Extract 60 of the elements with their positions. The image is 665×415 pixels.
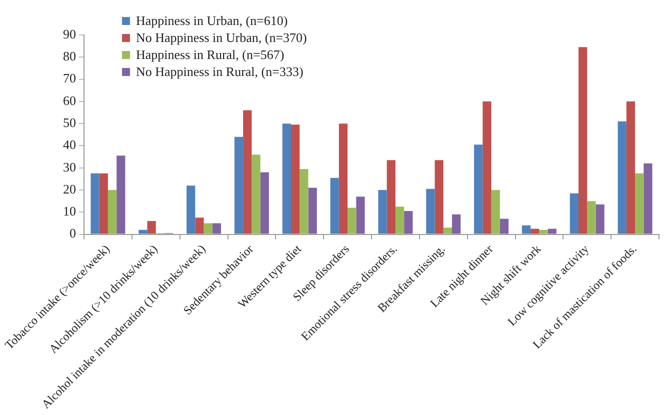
y-tick-label: 90 [63, 26, 76, 42]
bar [186, 186, 196, 234]
bar [404, 211, 413, 234]
y-tick-label: 10 [63, 204, 76, 219]
bar [482, 101, 492, 234]
bar [548, 228, 556, 234]
bar [596, 204, 604, 234]
y-tick-label: 30 [63, 159, 76, 174]
y-tick-label: 40 [63, 137, 76, 152]
y-tick-label: 60 [63, 92, 76, 108]
bar [243, 110, 252, 234]
bar [90, 173, 100, 234]
y-tick-label: 50 [63, 114, 76, 130]
y-tick-label: 20 [63, 181, 76, 196]
bar [626, 101, 636, 234]
bar [395, 206, 404, 234]
bar [426, 188, 435, 234]
bar [138, 230, 148, 234]
bar [330, 178, 339, 234]
bar [147, 221, 156, 234]
legend-label: Happiness in Rural, (n=567) [136, 46, 284, 63]
bar [443, 228, 452, 234]
y-tick-label: 80 [63, 48, 76, 64]
y-tick-label: 70 [63, 70, 76, 86]
bar [386, 160, 396, 234]
bar [539, 230, 548, 234]
bar [108, 190, 117, 234]
bar [291, 124, 300, 234]
bar [452, 214, 461, 234]
bar [308, 188, 317, 234]
bar [474, 144, 483, 234]
bar [491, 190, 500, 234]
bar [635, 173, 644, 234]
bar [204, 223, 212, 234]
y-tick-label: 0 [70, 226, 76, 241]
bar [356, 196, 365, 234]
bar [212, 223, 222, 234]
bar [300, 168, 308, 234]
bar [99, 173, 108, 234]
bar [644, 163, 652, 234]
bar [116, 156, 126, 234]
legend-label: No Happiness in Rural, (n=333) [136, 63, 304, 80]
bar [338, 124, 348, 234]
bar [378, 190, 387, 234]
bar [500, 218, 509, 234]
bar [522, 225, 531, 234]
legend-label: No Happiness in Urban, (n=370) [136, 29, 307, 46]
bar [252, 154, 260, 234]
bar [348, 208, 356, 234]
bar [618, 121, 626, 234]
legend-label: Happiness in Urban, (n=610) [136, 12, 288, 29]
bar [587, 201, 596, 234]
bar [282, 124, 291, 234]
bar [195, 218, 204, 234]
bar [434, 160, 444, 234]
bar [234, 136, 244, 234]
bar [570, 193, 578, 234]
bar [530, 228, 540, 234]
bar [260, 172, 269, 234]
bar [578, 47, 588, 234]
